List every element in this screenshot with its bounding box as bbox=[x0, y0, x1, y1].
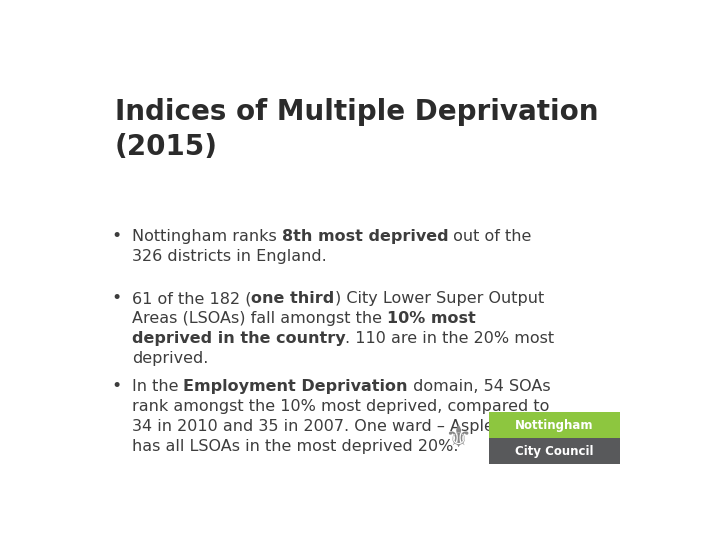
Text: domain, 54 SOAs: domain, 54 SOAs bbox=[408, 379, 551, 394]
Text: Employment Deprivation: Employment Deprivation bbox=[184, 379, 408, 394]
Text: •: • bbox=[111, 377, 122, 395]
Text: Nottingham: Nottingham bbox=[516, 419, 594, 432]
Text: 326 districts in England.: 326 districts in England. bbox=[132, 249, 327, 264]
Text: rank amongst the 10% most deprived, compared to: rank amongst the 10% most deprived, comp… bbox=[132, 399, 549, 414]
Text: out of the: out of the bbox=[449, 229, 532, 244]
Text: deprived in the country: deprived in the country bbox=[132, 332, 346, 346]
Text: 8th most deprived: 8th most deprived bbox=[282, 229, 449, 244]
Text: deprived.: deprived. bbox=[132, 352, 208, 366]
Text: one third: one third bbox=[251, 292, 335, 306]
Text: City Council: City Council bbox=[516, 444, 594, 457]
Text: In the: In the bbox=[132, 379, 184, 394]
Text: •: • bbox=[111, 289, 122, 307]
Text: 10% most: 10% most bbox=[387, 312, 476, 326]
Text: 34 in 2010 and 35 in 2007. One ward – Aspley –: 34 in 2010 and 35 in 2007. One ward – As… bbox=[132, 418, 516, 434]
Text: Areas (LSOAs) fall amongst the: Areas (LSOAs) fall amongst the bbox=[132, 312, 387, 326]
Text: ) City Lower Super Output: ) City Lower Super Output bbox=[335, 292, 544, 306]
Text: . 110 are in the 20% most: . 110 are in the 20% most bbox=[346, 332, 554, 346]
Text: •: • bbox=[111, 227, 122, 245]
FancyBboxPatch shape bbox=[489, 438, 620, 464]
Text: Indices of Multiple Deprivation
(2015): Indices of Multiple Deprivation (2015) bbox=[115, 98, 598, 161]
Text: ⚜: ⚜ bbox=[444, 424, 472, 453]
Text: has all LSOAs in the most deprived 20%.: has all LSOAs in the most deprived 20%. bbox=[132, 438, 459, 454]
FancyBboxPatch shape bbox=[489, 413, 620, 438]
Text: Nottingham ranks: Nottingham ranks bbox=[132, 229, 282, 244]
Text: 61 of the 182 (: 61 of the 182 ( bbox=[132, 292, 251, 306]
